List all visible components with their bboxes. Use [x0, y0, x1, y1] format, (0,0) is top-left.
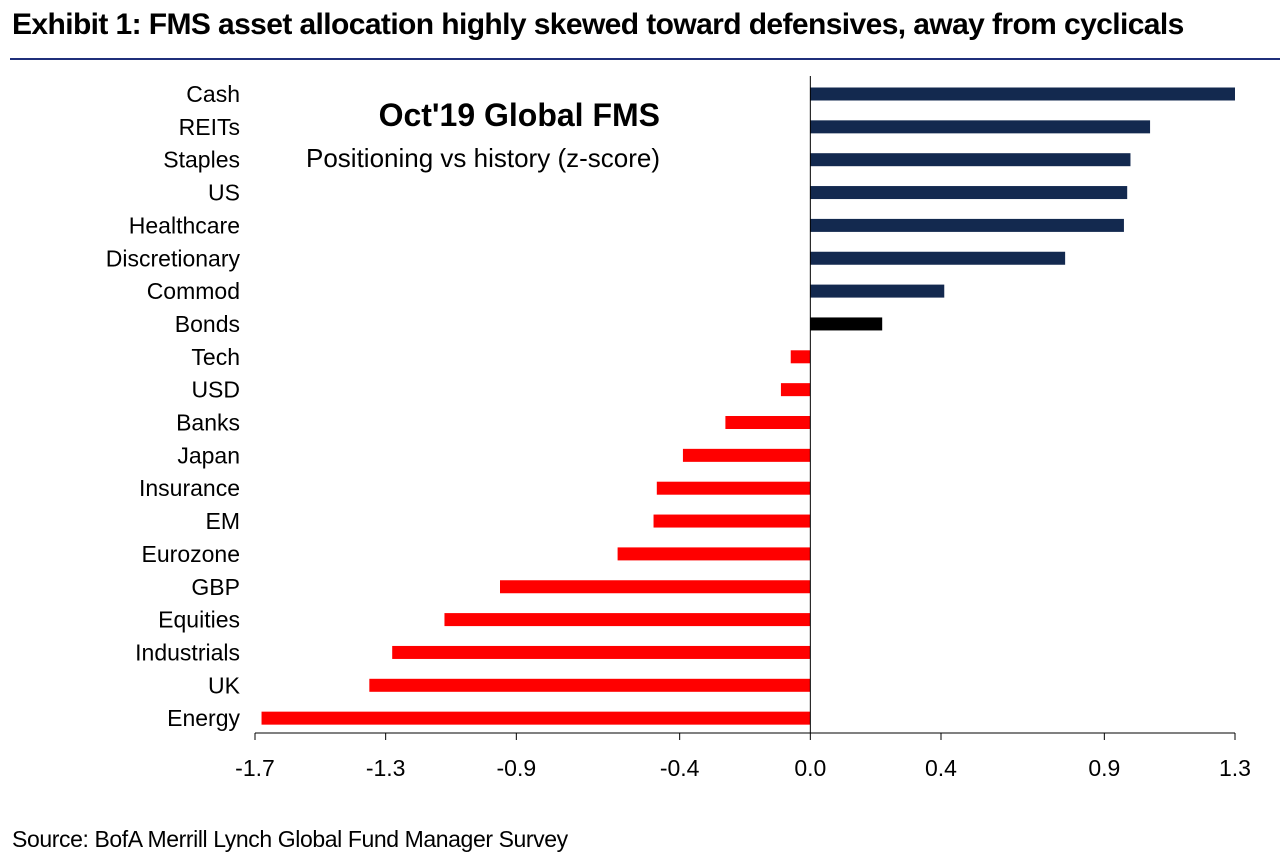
- bar-equities: [444, 613, 811, 627]
- category-label-insurance: Insurance: [139, 475, 240, 501]
- x-tick-label: -0.9: [497, 755, 537, 781]
- bar-eurozone: [617, 547, 811, 561]
- bar-uk: [369, 678, 811, 692]
- bar-us: [810, 186, 1128, 200]
- bar-bonds: [810, 317, 883, 331]
- bar-em: [653, 514, 811, 528]
- bar-banks: [725, 416, 811, 429]
- bar-energy: [261, 711, 811, 725]
- category-label-us: US: [208, 180, 240, 206]
- category-label-em: EM: [206, 508, 241, 534]
- bar-cash: [810, 87, 1235, 101]
- category-label-eurozone: Eurozone: [142, 541, 240, 567]
- category-label-healthcare: Healthcare: [129, 212, 240, 238]
- bar-commod: [810, 284, 945, 298]
- bar-discretionary: [810, 251, 1066, 265]
- category-label-tech: Tech: [191, 344, 240, 370]
- bar-industrials: [392, 645, 811, 659]
- category-label-usd: USD: [191, 377, 240, 403]
- x-tick-label: 0.0: [794, 755, 826, 781]
- bar-staples: [810, 153, 1131, 167]
- category-label-japan: Japan: [177, 442, 240, 468]
- category-label-staples: Staples: [163, 147, 240, 173]
- category-labels: Cash REITs Staples US Healthcare Discretionar…: [106, 81, 241, 731]
- exhibit-title: Exhibit 1: FMS asset allocation highly s…: [12, 8, 1184, 41]
- x-tick-label: -1.7: [235, 755, 275, 781]
- bar-reits: [810, 120, 1151, 134]
- source-note: Source: BofA Merrill Lynch Global Fund M…: [12, 826, 568, 852]
- category-label-reits: REITs: [179, 114, 240, 140]
- chart-title: Oct'19 Global FMS: [379, 97, 660, 133]
- x-tick-label: -1.3: [366, 755, 406, 781]
- bar-insurance: [656, 481, 811, 495]
- category-label-industrials: Industrials: [135, 639, 240, 665]
- chart-subtitle: Positioning vs history (z-score): [306, 143, 660, 173]
- category-label-energy: Energy: [167, 705, 240, 731]
- category-label-gbp: GBP: [191, 574, 240, 600]
- bars-layer: [261, 87, 1235, 725]
- category-label-banks: Banks: [176, 410, 240, 436]
- x-tick-label: 0.4: [925, 755, 957, 781]
- category-label-equities: Equities: [158, 607, 240, 633]
- title-divider: [10, 58, 1280, 60]
- bar-gbp: [500, 580, 811, 594]
- bar-chart: Cash REITs Staples US Healthcare Discretionar…: [106, 76, 1251, 781]
- bar-japan: [682, 448, 811, 462]
- category-label-bonds: Bonds: [175, 311, 240, 337]
- category-label-commod: Commod: [147, 278, 240, 304]
- category-label-uk: UK: [208, 672, 241, 698]
- category-label-cash: Cash: [186, 81, 240, 107]
- x-tick-label: 1.3: [1219, 755, 1251, 781]
- bar-tech: [790, 350, 811, 364]
- bar-healthcare: [810, 218, 1124, 232]
- x-axis-ticks: -1.7 -1.3 -0.9 -0.4 0.0 0.4 0.9 1.3: [235, 733, 1251, 781]
- bar-usd: [780, 383, 811, 397]
- x-tick-label: -0.4: [660, 755, 700, 781]
- category-label-discretionary: Discretionary: [106, 245, 241, 271]
- x-tick-label: 0.9: [1088, 755, 1120, 781]
